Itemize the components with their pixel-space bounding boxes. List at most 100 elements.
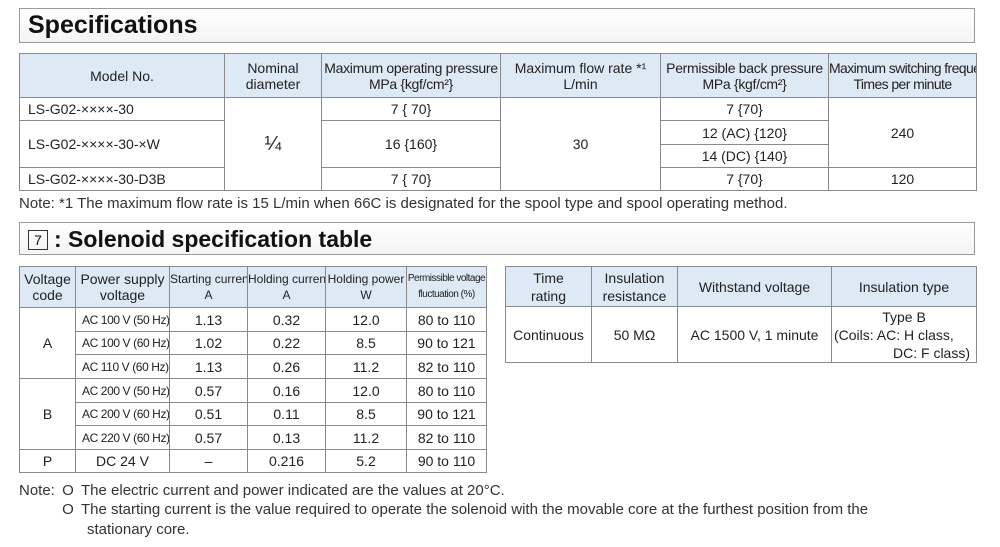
holding-current-cell: 0.13: [247, 425, 326, 450]
starting-current-cell: 1.13: [169, 307, 248, 332]
table-header-row: Model No. Nominal diameter Maximum operat…: [19, 53, 977, 98]
header-time-rating: Time rating: [505, 266, 592, 307]
table-header-row: Voltage code Power supply voltage Starting…: [19, 266, 487, 308]
back-pressure-cell: 14 (DC) {140}: [660, 144, 829, 168]
table-row: B AC 200 V (50 Hz) 0.57 0.16 12.0 80 to …: [19, 378, 487, 450]
pressure-cell: 16 {160}: [321, 120, 501, 168]
table-row: A AC 100 V (50 Hz) 1.13 0.32 12.0 80 to …: [19, 307, 487, 379]
back-pressure-cell: 7 {70}: [660, 167, 829, 191]
holding-power-cell: 11.2: [325, 425, 407, 450]
fluctuation-cell: 80 to 110: [406, 378, 487, 403]
specifications-table: Model No. Nominal diameter Maximum operat…: [19, 53, 977, 191]
flow-cell: 30: [500, 97, 661, 191]
notes-line-2: O The starting current is the value requi…: [61, 501, 868, 518]
time-rating-cell: Continuous: [505, 306, 592, 363]
header-diameter: Nominal diameter: [224, 53, 322, 98]
holding-power-cell: 12.0: [325, 378, 407, 403]
note-text: The starting current is the value requir…: [81, 501, 869, 518]
fluctuation-cell: 90 to 110: [406, 449, 487, 473]
header-holding-power: Holding power W: [325, 266, 407, 308]
fluctuation-cell: 80 to 110: [406, 307, 487, 332]
header-withstand-voltage: Withstand voltage: [677, 266, 832, 307]
holding-power-cell: 8.5: [325, 402, 407, 426]
section-title: 7: Solenoid specification table: [28, 226, 372, 253]
header-model: Model No.: [19, 53, 225, 98]
frequency-cell: 120: [828, 167, 977, 191]
note-text: The electric current and power indicated…: [81, 482, 505, 499]
table-row: AC 200 V (60 Hz) 0.51 0.11 8.5 90 to 121: [20, 402, 487, 426]
starting-current-cell: 1.02: [169, 331, 248, 355]
pressure-cell: 7 { 70}: [321, 97, 501, 121]
header-starting-current: Starting current A: [169, 266, 248, 308]
holding-power-cell: 12.0: [325, 307, 407, 332]
voltage-code-cell: B: [19, 378, 76, 450]
section-title: Specifications: [28, 11, 198, 39]
holding-power-cell: 11.2: [325, 354, 407, 379]
header-voltage-fluctuation: Permissible voltage fluctuation (%): [406, 266, 487, 308]
fluctuation-cell: 90 to 121: [406, 402, 487, 426]
flow-rate-note: Note: *1 The maximum flow rate is 15 L/m…: [19, 195, 788, 212]
note-text: stationary core.: [87, 521, 190, 538]
model-cell: LS-G02-××××-30-×W: [19, 120, 225, 168]
starting-current-cell: 0.51: [169, 402, 248, 426]
header-insulation-resistance: Insulation resistance: [591, 266, 678, 307]
table-row: 14 (DC) {140}: [20, 144, 977, 168]
table-row: Continuous 50 MΩ AC 1500 V, 1 minute Typ…: [505, 306, 977, 363]
header-voltage-code: Voltage code: [19, 266, 76, 308]
holding-current-cell: 0.11: [247, 402, 326, 426]
insulation-table: Time rating Insulation resistance Withstan…: [505, 266, 977, 363]
starting-current-cell: –: [169, 449, 248, 473]
voltage-code-cell: P: [19, 449, 76, 473]
starting-current-cell: 1.13: [169, 354, 248, 379]
holding-current-cell: 0.26: [247, 354, 326, 379]
holding-current-cell: 0.32: [247, 307, 326, 332]
table-row: LS-G02-××××-30-×W 16 {160} 12 (AC) {120}: [19, 120, 977, 168]
back-pressure-cell: 12 (AC) {120}: [660, 120, 829, 145]
model-cell: LS-G02-××××-30: [19, 97, 225, 121]
insulation-type-cell: Type B (Coils: AC: H class, DC: F class): [831, 306, 977, 363]
header-flow: Maximum flow rate *¹ L/min: [500, 53, 661, 98]
table-row: AC 110 V (60 Hz) 1.13 0.26 11.2 82 to 11…: [20, 354, 487, 379]
insulation-resistance-cell: 50 MΩ: [591, 306, 678, 363]
notes-line-1: Note: O The electric current and power ind…: [19, 482, 505, 499]
starting-current-cell: 0.57: [169, 378, 248, 403]
power-supply-cell: AC 220 V (60 Hz): [75, 425, 170, 450]
solenoid-table: Voltage code Power supply voltage Starting…: [19, 266, 487, 473]
header-pressure: Maximum operating pressure MPa {kgf/cm²}: [321, 53, 501, 98]
table-row: AC 220 V (60 Hz) 0.57 0.13 11.2 82 to 11…: [20, 425, 487, 450]
starting-current-cell: 0.57: [169, 425, 248, 450]
power-supply-cell: AC 200 V (60 Hz): [75, 402, 170, 426]
holding-power-cell: 5.2: [325, 449, 407, 473]
table-row: P DC 24 V – 0.216 5.2 90 to 110: [19, 449, 487, 473]
power-supply-cell: AC 200 V (50 Hz): [75, 378, 170, 403]
frequency-cell: 240: [828, 97, 977, 168]
note-prefix: Note:: [19, 482, 55, 499]
power-supply-cell: AC 100 V (60 Hz): [75, 331, 170, 355]
table-row: LS-G02-××××-30-D3B 7 { 70} 7 {70} 120: [19, 167, 977, 191]
table-row: LS-G02-××××-30 ¼ 7 { 70} 30 7 {70} 240: [19, 97, 977, 191]
table-header-row: Time rating Insulation resistance Withstan…: [505, 266, 977, 307]
diameter-cell: ¼: [224, 97, 322, 191]
header-holding-current: Holding current A: [247, 266, 326, 308]
header-power-supply: Power supply voltage: [75, 266, 170, 308]
power-supply-cell: DC 24 V: [75, 449, 170, 473]
table-row: AC 100 V (60 Hz) 1.02 0.22 8.5 90 to 121: [20, 331, 487, 355]
header-insulation-type: Insulation type: [831, 266, 977, 307]
model-cell: LS-G02-××××-30-D3B: [19, 167, 225, 191]
pressure-cell: 7 { 70}: [321, 167, 501, 191]
header-frequency: Maximum switching frequencyTimes per min…: [828, 53, 977, 98]
section-number-icon: 7: [28, 230, 48, 250]
fluctuation-cell: 82 to 110: [406, 354, 487, 379]
power-supply-cell: AC 100 V (50 Hz): [75, 307, 170, 332]
holding-current-cell: 0.22: [247, 331, 326, 355]
holding-current-cell: 0.216: [247, 449, 326, 473]
holding-power-cell: 8.5: [325, 331, 407, 355]
bullet-icon: O: [62, 501, 74, 518]
withstand-voltage-cell: AC 1500 V, 1 minute: [677, 306, 832, 363]
specifications-header: Specifications: [19, 8, 975, 43]
bullet-icon: O: [62, 482, 74, 499]
header-back-pressure: Permissible back pressure MPa {kgf/cm²}: [660, 53, 829, 98]
holding-current-cell: 0.16: [247, 378, 326, 403]
notes-line-3: stationary core.: [87, 521, 190, 538]
back-pressure-cell: 7 {70}: [660, 97, 829, 121]
